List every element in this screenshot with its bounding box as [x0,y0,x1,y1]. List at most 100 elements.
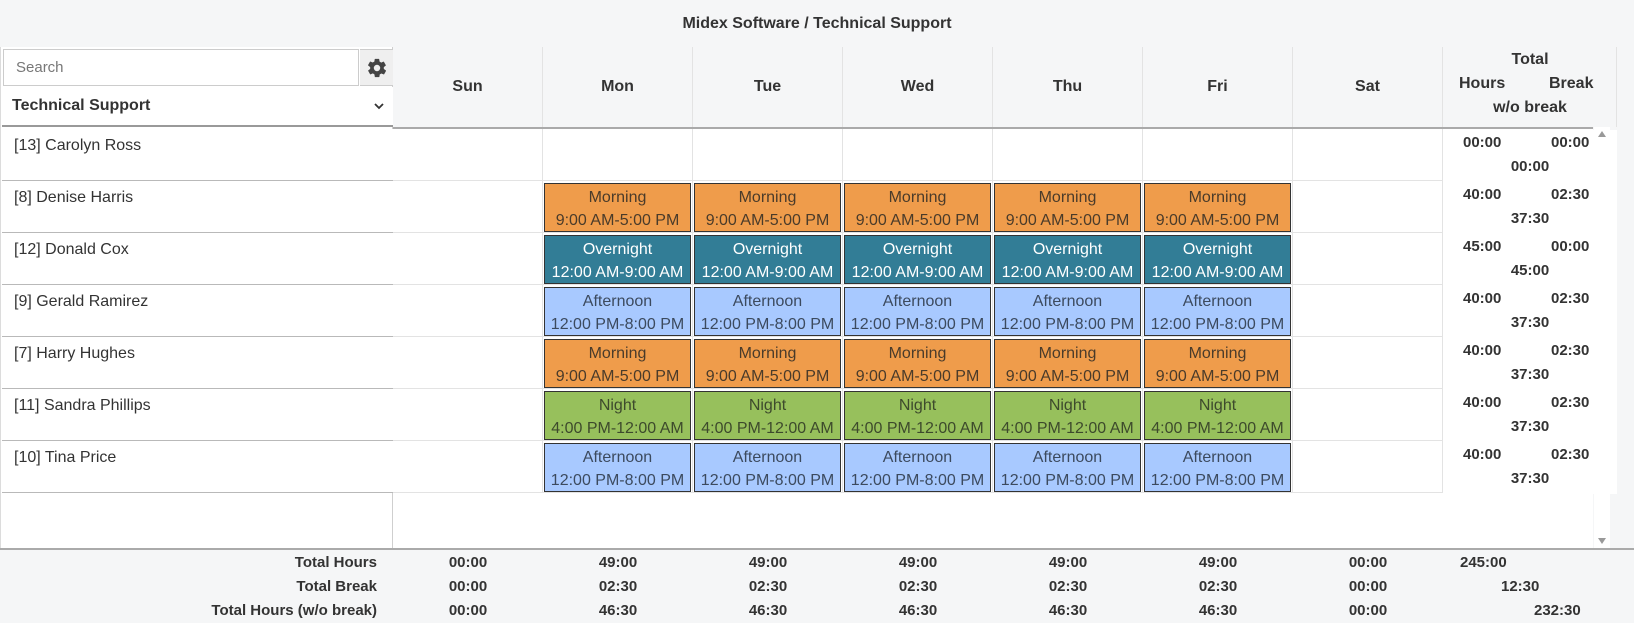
shift-block[interactable]: Morning 9:00 AM-5:00 PM [694,339,841,388]
shift-block[interactable]: Morning 9:00 AM-5:00 PM [994,339,1141,388]
shift-time: 9:00 AM-5:00 PM [705,212,830,229]
row-total-break: 02:30 [1551,394,1590,411]
shift-name: Morning [588,189,647,206]
search-row [2,48,394,87]
shift-block[interactable]: Night 4:00 PM-12:00 AM [1144,391,1291,440]
team-select[interactable]: Technical Support [2,87,393,127]
shift-time: 9:00 AM-5:00 PM [705,368,830,385]
row-total-hours: 45:00 [1463,238,1502,255]
shift-block[interactable]: Overnight 12:00 AM-9:00 AM [694,235,841,284]
shift-block[interactable]: Night 4:00 PM-12:00 AM [694,391,841,440]
shift-block[interactable]: Afternoon 12:00 PM-8:00 PM [694,287,841,336]
search-input[interactable] [3,49,359,86]
employee-row[interactable]: [10] Tina Price [2,441,393,493]
shift-block[interactable]: Overnight 12:00 AM-9:00 AM [994,235,1141,284]
row-total-break: 02:30 [1551,290,1590,307]
employee-row[interactable]: [11] Sandra Phillips [2,389,393,441]
page-title: Midex Software / Technical Support [0,0,1634,47]
shift-time: 4:00 PM-12:00 AM [1001,420,1134,437]
shift-block[interactable]: Morning 9:00 AM-5:00 PM [844,183,991,232]
shift-time: 12:00 PM-8:00 PM [1150,316,1285,333]
shift-block[interactable]: Afternoon 12:00 PM-8:00 PM [994,287,1141,336]
shift-name: Morning [1038,345,1097,362]
shift-time: 12:00 PM-8:00 PM [550,472,685,489]
shift-block[interactable]: Night 4:00 PM-12:00 AM [844,391,991,440]
footer-total-break-cell: 02:30 [598,578,638,595]
vertical-scrollbar[interactable] [1594,127,1610,548]
shift-name: Morning [1038,189,1097,206]
shift-block[interactable]: Morning 9:00 AM-5:00 PM [694,183,841,232]
footer-grand-break: 12:30 [1501,578,1540,595]
shift-name: Afternoon [1182,449,1253,466]
totals-header: Total Hours Break w/o break [1443,47,1617,127]
shift-block[interactable]: Night 4:00 PM-12:00 AM [544,391,691,440]
footer-total-wo-break-cell: 46:30 [1198,602,1238,619]
shift-block[interactable]: Morning 9:00 AM-5:00 PM [544,183,691,232]
shift-block[interactable]: Morning 9:00 AM-5:00 PM [1144,339,1291,388]
shift-time: 9:00 AM-5:00 PM [1155,368,1280,385]
shift-name: Overnight [582,241,653,258]
shift-block[interactable]: Afternoon 12:00 PM-8:00 PM [694,443,841,492]
grid-row-divider [393,388,1443,389]
shift-time: 4:00 PM-12:00 AM [701,420,834,437]
row-total-hours: 40:00 [1463,342,1502,359]
shift-block[interactable]: Afternoon 12:00 PM-8:00 PM [544,287,691,336]
day-header-thu: Thu [993,47,1143,127]
totals-header-hours: Hours [1459,75,1506,92]
shift-name: Afternoon [1032,293,1103,310]
settings-button[interactable] [360,49,394,86]
row-total-break: 00:00 [1551,238,1590,255]
chevron-down-icon [374,103,384,110]
shift-name: Night [1198,397,1237,414]
footer-total-hours-cell: 49:00 [1198,554,1238,571]
footer-total-hours-cell: 49:00 [598,554,638,571]
day-header-fri: Fri [1143,47,1293,127]
team-select-value: Technical Support [12,97,151,114]
shift-block[interactable]: Overnight 12:00 AM-9:00 AM [544,235,691,284]
shift-block[interactable]: Overnight 12:00 AM-9:00 AM [844,235,991,284]
grid-row-divider [393,440,1443,441]
scroll-down-icon[interactable] [1598,538,1606,544]
shift-time: 9:00 AM-5:00 PM [1005,368,1130,385]
shift-name: Morning [738,345,797,362]
footer-total-break-cell: 00:00 [448,578,488,595]
shift-block[interactable]: Morning 9:00 AM-5:00 PM [1144,183,1291,232]
employee-row[interactable]: [7] Harry Hughes [2,337,393,389]
footer-total-hours-cell: 49:00 [748,554,788,571]
shift-name: Night [898,397,937,414]
shift-name: Morning [1188,189,1247,206]
shift-block[interactable]: Morning 9:00 AM-5:00 PM [844,339,991,388]
employee-row[interactable]: [13] Carolyn Ross [2,129,393,181]
employee-row[interactable]: [12] Donald Cox [2,233,393,285]
shift-block[interactable]: Night 4:00 PM-12:00 AM [994,391,1141,440]
shift-name: Overnight [1032,241,1103,258]
shift-block[interactable]: Afternoon 12:00 PM-8:00 PM [844,287,991,336]
shift-block[interactable]: Overnight 12:00 AM-9:00 AM [1144,235,1291,284]
employee-row[interactable]: [9] Gerald Ramirez [2,285,393,337]
shift-block[interactable]: Afternoon 12:00 PM-8:00 PM [544,443,691,492]
footer-label-total-wo-break: Total Hours (w/o break) [211,602,377,619]
shift-block[interactable]: Morning 9:00 AM-5:00 PM [994,183,1141,232]
footer-grand-wo-break: 232:30 [1534,602,1581,619]
totals-header-break: Break [1549,75,1594,92]
row-total: 45:00 00:00 45:00 [1443,234,1617,286]
shift-name: Afternoon [582,293,653,310]
gear-icon [367,58,386,77]
row-total: 00:00 00:00 00:00 [1443,130,1617,182]
scroll-up-icon[interactable] [1598,131,1606,137]
shift-time: 12:00 AM-9:00 AM [1001,264,1134,281]
shift-name: Afternoon [1032,449,1103,466]
footer-total-hours-cell: 00:00 [1348,554,1388,571]
grid-row-divider [393,336,1443,337]
shift-block[interactable]: Afternoon 12:00 PM-8:00 PM [994,443,1141,492]
shift-name: Morning [888,345,947,362]
shift-block[interactable]: Afternoon 12:00 PM-8:00 PM [1144,443,1291,492]
employee-row[interactable]: [8] Denise Harris [2,181,393,233]
shift-time: 12:00 PM-8:00 PM [1150,472,1285,489]
shift-block[interactable]: Morning 9:00 AM-5:00 PM [544,339,691,388]
grid-column-divider [1142,129,1143,493]
day-header-sat: Sat [1293,47,1443,127]
shift-block[interactable]: Afternoon 12:00 PM-8:00 PM [1144,287,1291,336]
shift-block[interactable]: Afternoon 12:00 PM-8:00 PM [844,443,991,492]
footer-total-wo-break-cell: 00:00 [448,602,488,619]
